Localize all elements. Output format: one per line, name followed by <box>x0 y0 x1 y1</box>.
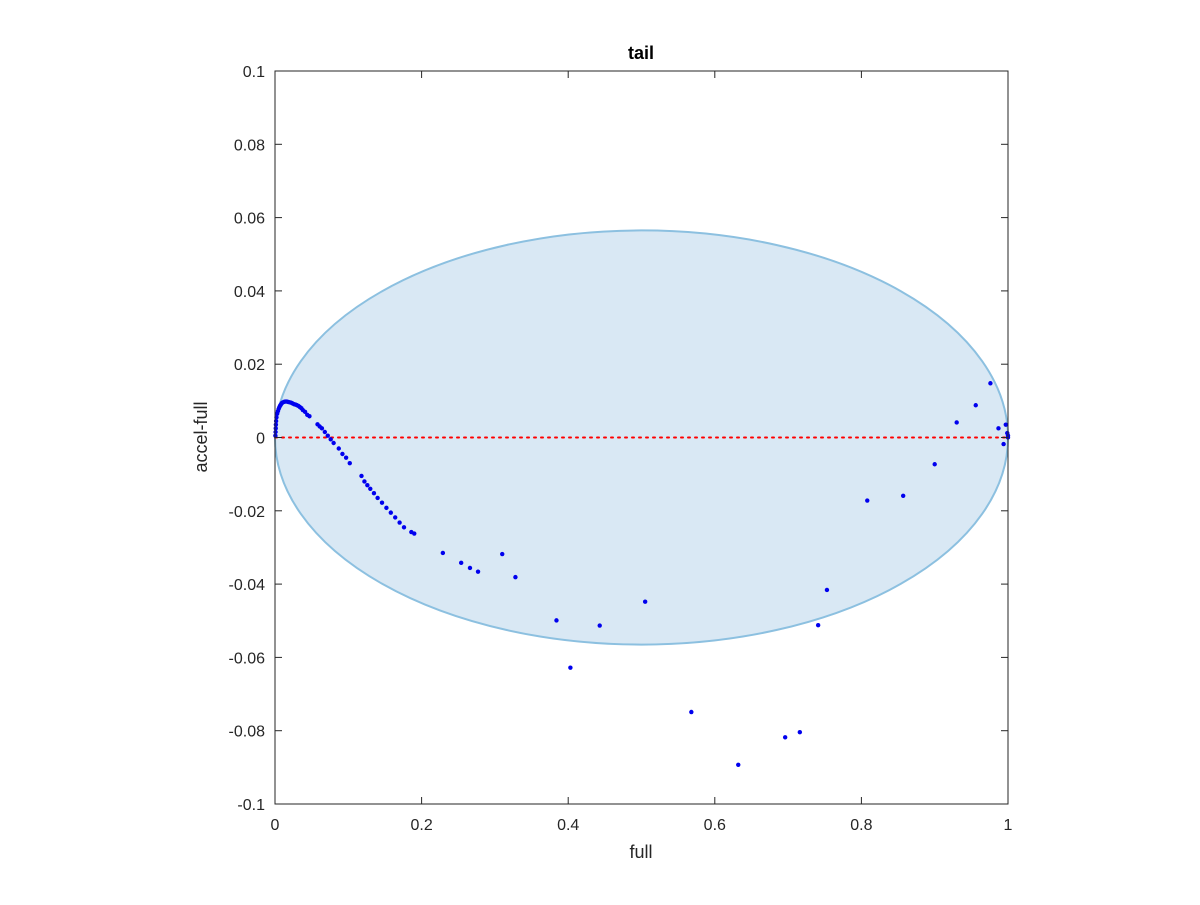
y-tick-label: 0.04 <box>234 284 265 301</box>
data-point <box>401 525 407 530</box>
y-axis-label: accel-full <box>191 401 211 472</box>
data-point <box>325 433 330 438</box>
y-tick-label: -0.04 <box>229 577 266 594</box>
data-point <box>347 460 352 466</box>
x-tick-label: 0.4 <box>557 817 579 834</box>
data-point <box>365 482 370 488</box>
data-point <box>328 437 333 442</box>
data-point <box>568 665 573 670</box>
data-point <box>340 451 345 457</box>
chart-title: tail <box>628 43 654 63</box>
y-tick-label: -0.06 <box>229 650 266 667</box>
data-point <box>397 520 402 525</box>
data-point <box>597 623 602 628</box>
data-point <box>1003 422 1009 427</box>
x-tick-label: 0 <box>271 817 280 834</box>
data-point <box>336 446 341 451</box>
data-point <box>513 574 518 580</box>
data-point <box>384 505 389 511</box>
data-point <box>458 560 464 566</box>
data-point <box>322 429 328 435</box>
data-point <box>642 599 648 604</box>
x-tick-label: 0.6 <box>704 817 726 834</box>
data-point <box>343 455 349 460</box>
data-point <box>797 729 803 735</box>
data-point <box>500 551 505 557</box>
y-tick-label: -0.02 <box>229 504 266 521</box>
data-point <box>371 491 377 496</box>
x-tick-label: 0.2 <box>410 817 432 834</box>
data-point <box>362 479 367 484</box>
data-point <box>900 493 906 498</box>
data-point <box>440 550 446 556</box>
y-tick-label: 0.02 <box>234 357 265 374</box>
axes: 0 0.2 0.4 0.6 0.8 1 -0.1 -0.08 -0.06 -0.04 -0.02 0 0… <box>229 64 1013 834</box>
y-tick-label: -0.08 <box>229 724 266 741</box>
data-point <box>932 462 937 467</box>
data-point <box>379 500 385 505</box>
data-point <box>988 381 993 386</box>
y-tick-label: 0 <box>256 431 265 448</box>
data-point <box>865 498 870 503</box>
y-tick-label: 0.1 <box>243 64 265 81</box>
data-point <box>554 618 559 623</box>
data-point <box>359 473 364 479</box>
data-point <box>973 403 978 408</box>
data-point <box>954 420 959 425</box>
x-tick-label: 0.8 <box>850 817 872 834</box>
x-axis-label: full <box>629 842 652 862</box>
data-point <box>996 426 1001 431</box>
y-tick-label: 0.08 <box>234 137 265 154</box>
data-point <box>475 569 481 574</box>
data-point <box>824 587 830 593</box>
data-point <box>375 495 380 501</box>
data-point <box>388 510 394 515</box>
y-tick-label: -0.1 <box>237 797 265 814</box>
x-tick-label: 1 <box>1004 817 1013 834</box>
data-point <box>319 426 325 431</box>
data-point <box>782 735 788 740</box>
data-point <box>273 429 278 435</box>
data-point <box>331 440 336 446</box>
data-point <box>368 486 373 492</box>
data-point <box>736 762 741 767</box>
y-tick-label: 0.06 <box>234 211 265 228</box>
data-point <box>307 414 312 419</box>
data-point <box>393 515 398 520</box>
data-point <box>815 622 821 628</box>
data-point <box>1001 441 1006 447</box>
data-point <box>467 565 473 571</box>
data-point <box>689 709 694 715</box>
data-point <box>412 531 417 536</box>
